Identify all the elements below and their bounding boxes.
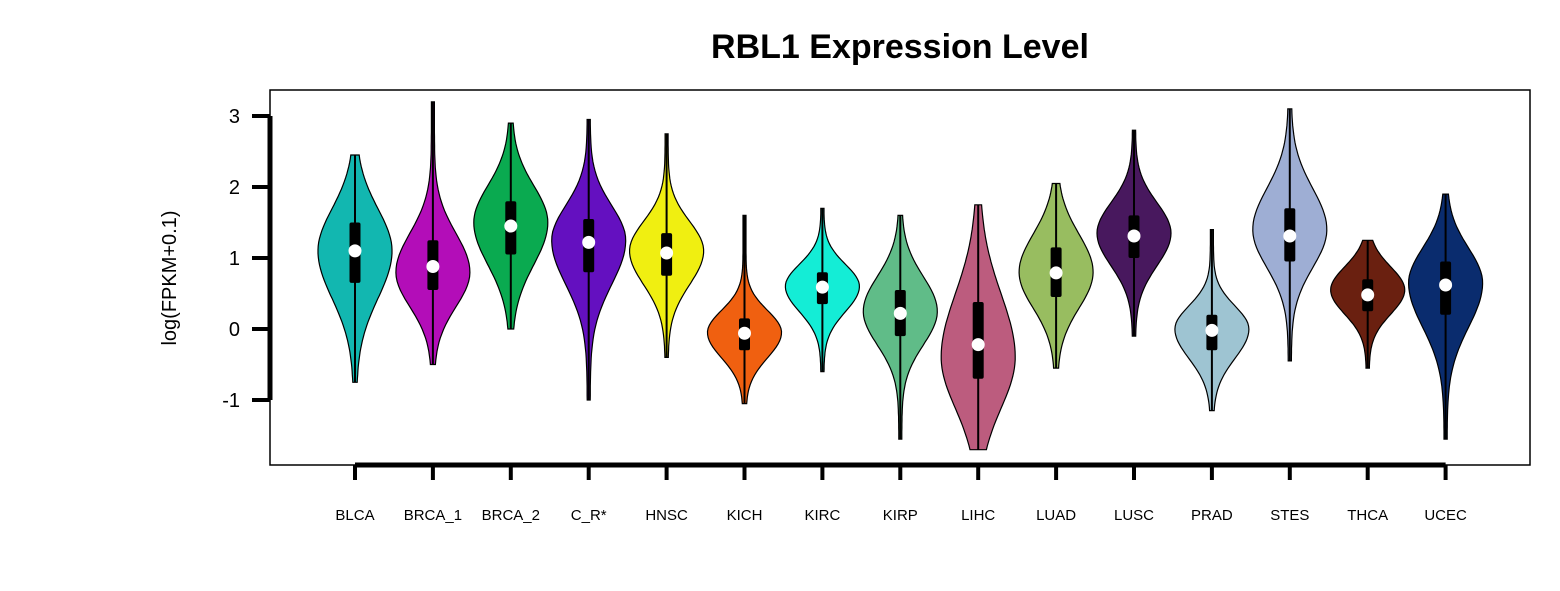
y-tick-label: 0	[229, 319, 240, 341]
violin-brca-2	[473, 122, 549, 330]
violin-luad	[1018, 182, 1094, 369]
violin-median-point	[738, 326, 751, 340]
x-tick-label: KIRC	[804, 507, 840, 524]
violin-blca	[317, 154, 393, 383]
violin-hnsc	[629, 133, 705, 358]
violin-median-point	[582, 235, 596, 249]
violin-median-point	[971, 338, 985, 352]
violin-median-point	[1361, 288, 1375, 302]
violin-median-point	[426, 260, 440, 274]
y-axis-label: log(FPKM+0.1)	[159, 210, 181, 345]
violin-lusc	[1096, 129, 1172, 337]
x-tick-label: BRCA_2	[482, 507, 540, 524]
x-tick-label: PRAD	[1191, 507, 1233, 524]
violin-median-point	[1205, 323, 1219, 337]
x-tick-label: LUSC	[1114, 507, 1154, 524]
x-tick-label: C_R*	[571, 507, 607, 524]
violin-kirp	[862, 214, 938, 440]
violin-median-point	[660, 246, 674, 260]
x-tick-label: UCEC	[1424, 507, 1467, 524]
x-tick-label: LIHC	[961, 507, 995, 524]
violin-median-point	[1283, 229, 1297, 243]
violin-lihc	[940, 204, 1016, 451]
violin-median-point	[815, 280, 829, 294]
x-tick-label: HNSC	[645, 507, 688, 524]
violin-median-point	[504, 219, 518, 233]
violin-kich	[706, 214, 783, 405]
violin-brca-1	[395, 101, 471, 366]
x-tick-label: THCA	[1347, 507, 1388, 524]
chart-title: RBL1 Expression Level	[711, 28, 1089, 66]
violin-median-point	[1127, 229, 1141, 243]
x-tick-label: KIRP	[883, 507, 918, 524]
violin-median-point	[893, 306, 907, 320]
x-tick-label: KICH	[727, 507, 763, 524]
violin-kirc	[784, 207, 861, 373]
x-tick-label: LUAD	[1036, 507, 1076, 524]
y-tick-label: 1	[229, 248, 240, 270]
violin-thca	[1330, 239, 1406, 369]
x-axis: BLCA BRCA_1 BRCA_2 C_R* HNSC KICH KIRC KIRP LIHC…	[335, 462, 1467, 524]
violin-median-point	[1049, 266, 1063, 280]
violin-c-r-	[551, 118, 627, 401]
violin-prad	[1174, 229, 1250, 412]
y-axis: -1 0 1 2 3	[222, 106, 273, 412]
x-tick-label: BLCA	[335, 507, 374, 524]
x-tick-label: BRCA_1	[404, 507, 462, 524]
violin-stes	[1252, 108, 1328, 362]
violin-ucec	[1407, 193, 1484, 440]
violin-median-point	[1439, 278, 1453, 292]
violin-group	[317, 101, 1484, 451]
x-tick-label: STES	[1270, 507, 1309, 524]
y-tick-label: -1	[222, 390, 240, 412]
violin-median-point	[348, 244, 362, 258]
y-tick-label: 3	[229, 106, 240, 128]
y-tick-label: 2	[229, 177, 240, 199]
